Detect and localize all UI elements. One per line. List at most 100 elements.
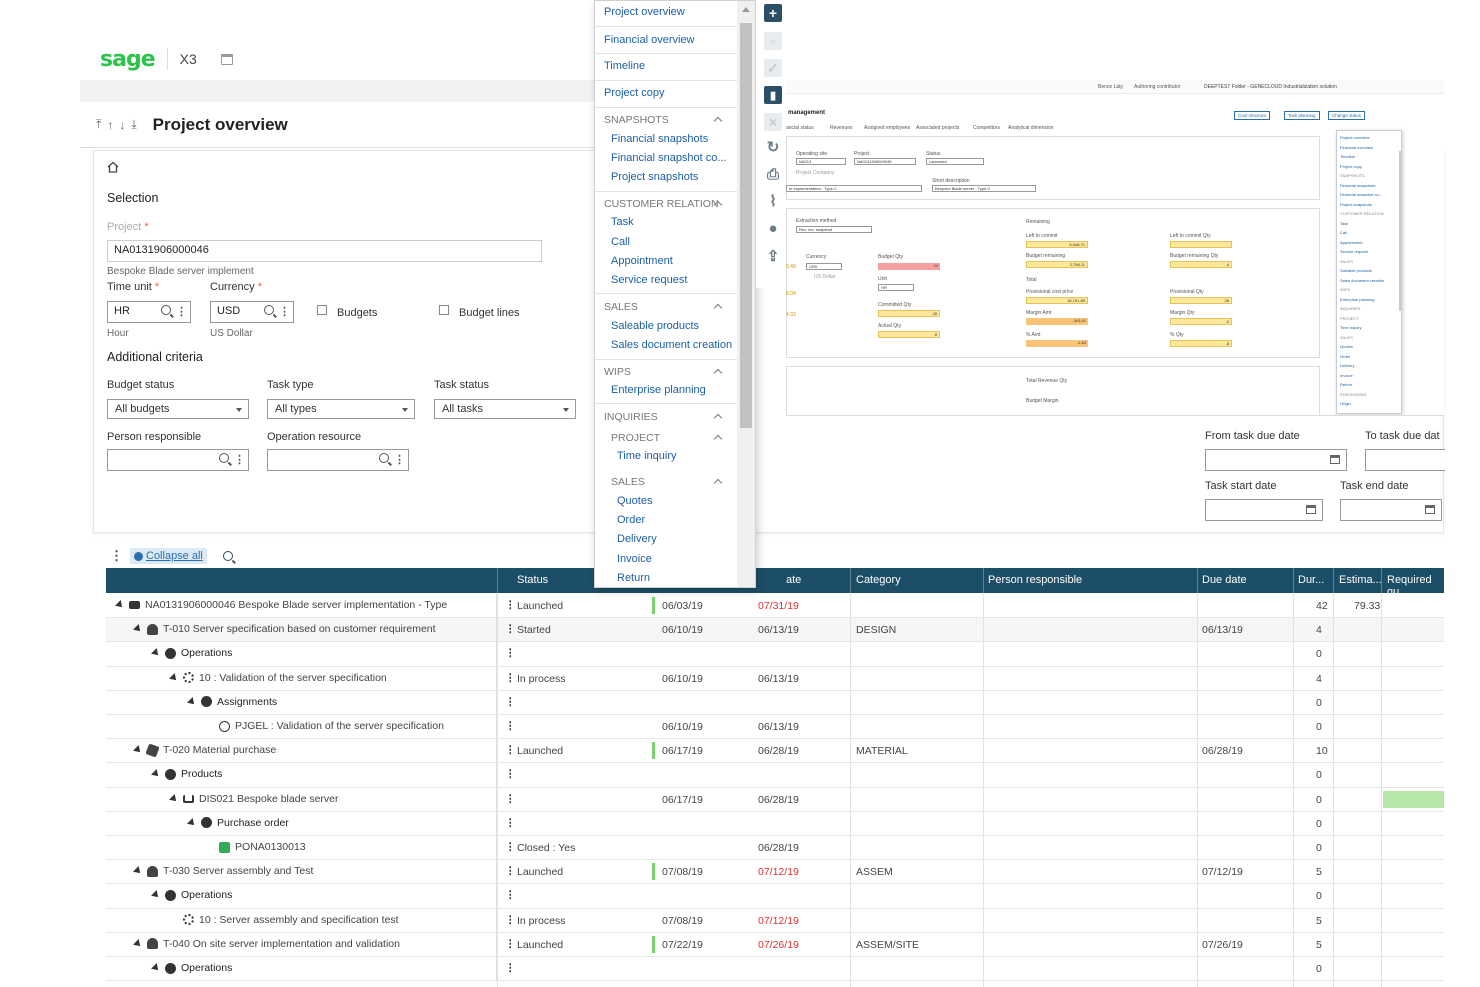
menu-item[interactable]: Saleable products — [611, 320, 700, 332]
home-icon[interactable] — [107, 161, 119, 173]
menu-item[interactable]: Delivery — [617, 533, 657, 545]
table-row[interactable]: Operations ⋮ 0 — [106, 884, 1444, 909]
table-row[interactable]: NA0131906000046 Bespoke Blade server imp… — [106, 594, 1444, 619]
menu-section-header[interactable]: INQUIRIES — [604, 411, 658, 423]
tree-node[interactable]: T-010 Server specification based on cust… — [133, 623, 436, 635]
budget-status-select[interactable]: All budgets — [107, 399, 249, 419]
table-row[interactable]: T-040 On site server implementation and … — [106, 932, 1444, 957]
column-status[interactable]: Status — [517, 574, 549, 586]
expand-toggle-icon[interactable] — [169, 672, 179, 683]
budgets-checkbox[interactable] — [317, 305, 327, 315]
menu-section-header[interactable]: PROJECT — [611, 432, 661, 444]
expand-toggle-icon[interactable] — [133, 938, 143, 949]
row-menu-icon[interactable]: ⋮ — [505, 768, 516, 781]
tree-node[interactable]: T-030 Server assembly and Test — [133, 865, 313, 877]
expand-toggle-icon[interactable] — [151, 963, 161, 973]
budget-lines-checkbox[interactable] — [439, 305, 449, 315]
table-row[interactable]: DIS021 Bespoke blade server ⋮ 06/17/19 06/2… — [106, 787, 1444, 812]
project-field[interactable]: NA0131906000046 — [107, 240, 542, 262]
close-icon[interactable]: × — [764, 113, 782, 131]
row-menu-icon[interactable]: ⋮ — [505, 695, 516, 708]
expand-toggle-icon[interactable] — [133, 745, 143, 756]
table-row[interactable]: Purchase order ⋮ 0 — [106, 811, 1444, 836]
column-end-date[interactable]: ate — [786, 574, 802, 586]
share-icon[interactable]: ⇪ — [766, 248, 780, 265]
task-type-select[interactable]: All types — [267, 399, 415, 419]
more-icon[interactable]: ⋮ — [176, 306, 187, 318]
menu-item[interactable]: Financial snapshots — [611, 133, 709, 145]
menu-scrollbar-thumb[interactable] — [740, 23, 752, 428]
expand-toggle-icon[interactable] — [151, 890, 161, 901]
plus-icon[interactable]: + — [764, 4, 782, 22]
expand-toggle-icon[interactable] — [133, 624, 143, 635]
row-menu-icon[interactable]: ⋮ — [505, 792, 516, 805]
calendar-icon[interactable] — [1425, 505, 1435, 514]
attach-icon[interactable]: ⌇ — [769, 193, 777, 210]
menu-item[interactable]: Time inquiry — [617, 450, 677, 462]
page-icon[interactable]: ▫ — [764, 32, 782, 50]
menu-item[interactable]: Timeline — [604, 60, 646, 72]
menu-item[interactable]: Invoice — [617, 553, 652, 565]
task-start-date-field[interactable] — [1205, 499, 1323, 521]
from-task-due-date-field[interactable] — [1205, 449, 1347, 471]
tree-node[interactable]: Operations — [151, 889, 232, 901]
table-row[interactable]: Products ⋮ 0 — [106, 763, 1444, 788]
menu-item[interactable]: Task — [611, 216, 634, 228]
refresh-icon[interactable]: ↻ — [766, 139, 780, 156]
menu-item[interactable]: Quotes — [617, 495, 653, 507]
row-menu-icon[interactable]: ⋮ — [505, 816, 516, 829]
expand-toggle-icon[interactable] — [151, 648, 161, 659]
tree-node[interactable]: NA0131906000046 Bespoke Blade server imp… — [115, 599, 447, 611]
table-row[interactable]: T-020 Material purchase ⋮ Launched 06/17/19… — [106, 739, 1444, 764]
sage-logo[interactable]: sage — [100, 46, 156, 72]
task-status-select[interactable]: All tasks — [434, 399, 576, 419]
check-icon[interactable]: ✓ — [764, 59, 782, 77]
tree-node[interactable]: T-040 On site server implementation and … — [133, 938, 400, 950]
row-menu-icon[interactable]: ⋮ — [505, 744, 516, 757]
currency-field[interactable]: USD ⋮ — [210, 301, 294, 323]
chevron-up-icon[interactable] — [713, 434, 723, 444]
menu-item[interactable]: Project overview — [604, 6, 685, 18]
table-row[interactable]: T-010 Server specification based on cust… — [106, 618, 1444, 643]
more-icon[interactable]: ⋮ — [394, 454, 405, 466]
tree-node[interactable]: T-020 Material purchase — [133, 743, 276, 758]
task-end-date-field[interactable] — [1340, 499, 1442, 521]
row-menu-icon[interactable]: ⋮ — [505, 865, 516, 878]
column-required-quantity[interactable]: Required qu — [1387, 574, 1432, 598]
expand-toggle-icon[interactable] — [133, 866, 143, 877]
table-row[interactable]: 10 : Server assembly and specification t… — [106, 908, 1444, 933]
tree-node[interactable]: PJGEL : Validation of the server specifi… — [206, 720, 444, 732]
expand-toggle-icon[interactable] — [151, 769, 161, 780]
tree-node[interactable]: Purchase order — [187, 817, 289, 829]
expand-toggle-icon[interactable] — [187, 696, 197, 707]
chevron-up-icon[interactable] — [713, 303, 723, 313]
chevron-up-icon[interactable] — [713, 116, 723, 126]
menu-item[interactable]: Service request — [611, 274, 688, 286]
calendar-icon[interactable] — [220, 53, 233, 65]
row-menu-icon[interactable]: ⋮ — [505, 599, 516, 611]
expand-toggle-icon[interactable] — [187, 817, 197, 828]
table-row[interactable]: Operations ⋮ 0 — [106, 957, 1444, 982]
menu-item[interactable]: Call — [611, 236, 630, 248]
to-task-due-date-field[interactable] — [1365, 449, 1445, 471]
more-icon[interactable]: ⋮ — [279, 306, 290, 318]
row-menu-icon[interactable]: ⋮ — [505, 913, 516, 926]
tree-node[interactable]: PONA0130013 — [206, 841, 306, 853]
menu-section-header[interactable]: SALES — [611, 476, 645, 488]
column-category[interactable]: Category — [856, 574, 901, 586]
search-icon[interactable] — [264, 305, 274, 315]
tree-node[interactable]: DIS021 Bespoke blade server — [169, 793, 339, 805]
chevron-up-icon[interactable] — [713, 478, 723, 488]
chevron-up-icon[interactable] — [713, 413, 723, 423]
chevron-up-icon[interactable] — [713, 368, 723, 378]
scroll-up-icon[interactable] — [742, 7, 750, 12]
menu-item[interactable]: Financial snapshot co... — [611, 152, 727, 164]
tree-node[interactable]: 10 : Validation of the server specificat… — [169, 672, 387, 684]
menu-item[interactable]: Sales document creation — [611, 339, 733, 351]
table-row[interactable]: Assignments ⋮ 0 — [106, 690, 1444, 715]
menu-section-header[interactable]: SALES — [604, 301, 638, 313]
menu-section-header[interactable]: WIPS — [604, 366, 631, 378]
menu-item[interactable]: Financial overview — [604, 34, 695, 46]
column-duration[interactable]: Dur... — [1298, 574, 1325, 586]
grid-search-icon[interactable] — [222, 551, 233, 561]
